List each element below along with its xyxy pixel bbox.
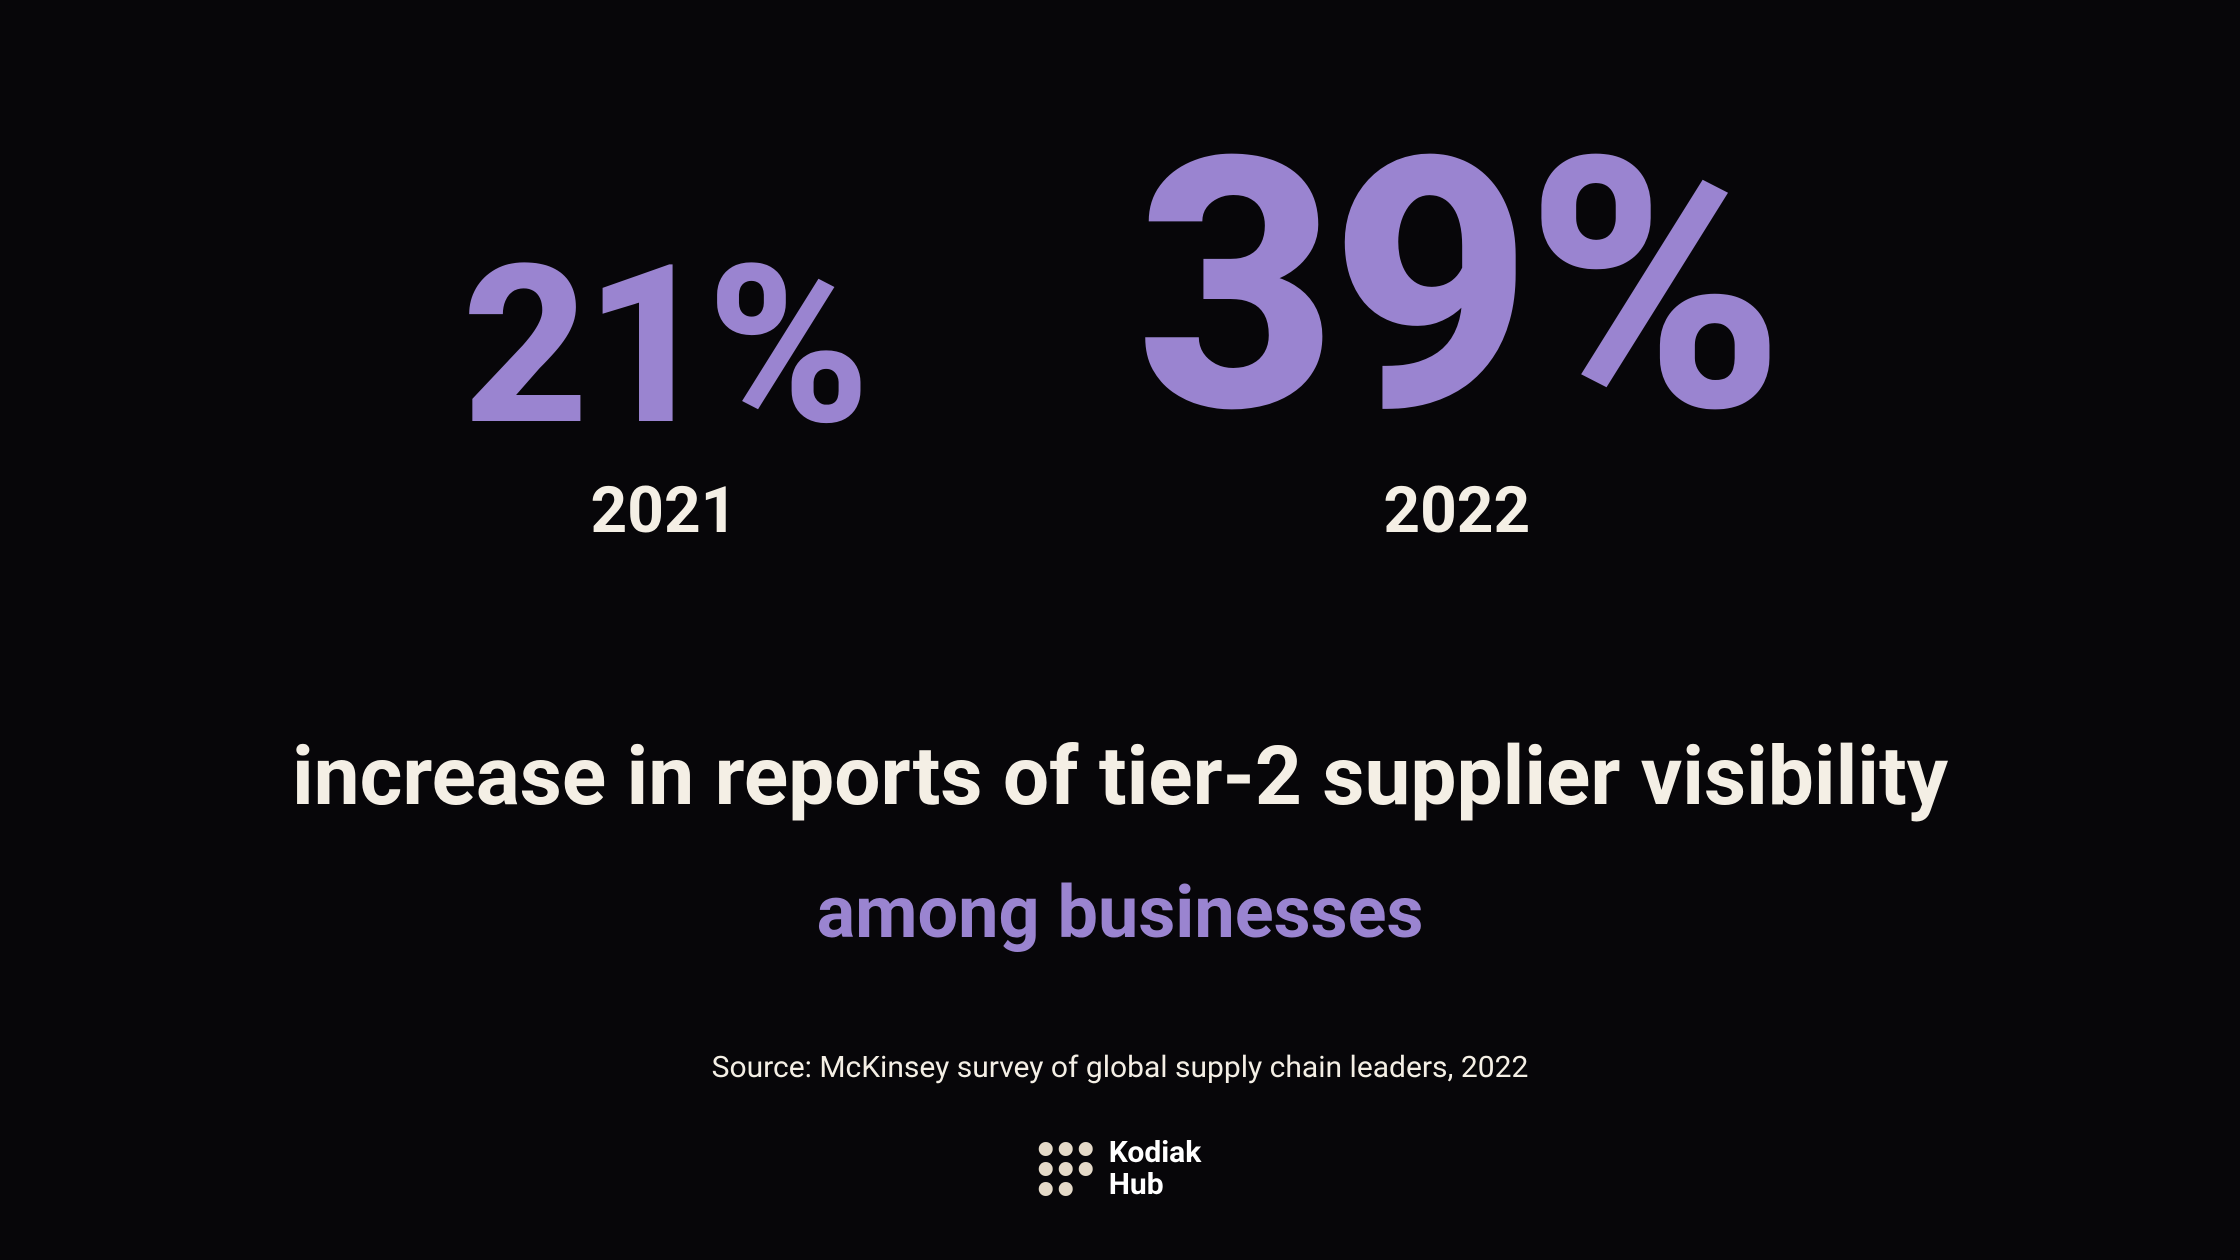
logo-dot [1079, 1162, 1093, 1176]
logo-dot [1059, 1142, 1073, 1156]
brand-logo: Kodiak Hub [1039, 1137, 1202, 1200]
stat-2021: 21% 2021 [462, 247, 866, 548]
logo-line2: Hub [1109, 1169, 1202, 1201]
subline-text: among businesses [0, 870, 2240, 955]
stat-2022: 39% 2022 [1136, 130, 1778, 548]
headline-text: increase in reports of tier-2 supplier v… [0, 730, 2240, 824]
logo-dot [1039, 1142, 1053, 1156]
logo-dot [1039, 1162, 1053, 1176]
logo-text: Kodiak Hub [1109, 1137, 1202, 1200]
logo-dot [1039, 1182, 1053, 1196]
logo-dot [1079, 1142, 1093, 1156]
logo-line1: Kodiak [1109, 1137, 1202, 1169]
logo-dots-icon [1039, 1142, 1093, 1196]
logo-dot [1059, 1162, 1073, 1176]
stats-row: 21% 2021 39% 2022 [0, 130, 2240, 548]
stat-year-2022: 2022 [1383, 473, 1530, 548]
stat-value-2022: 39% [1136, 130, 1778, 445]
stat-year-2021: 2021 [591, 473, 738, 548]
stat-value-2021: 21% [462, 247, 866, 445]
source-text: Source: McKinsey survey of global supply… [0, 1050, 2240, 1085]
logo-dot [1059, 1182, 1073, 1196]
